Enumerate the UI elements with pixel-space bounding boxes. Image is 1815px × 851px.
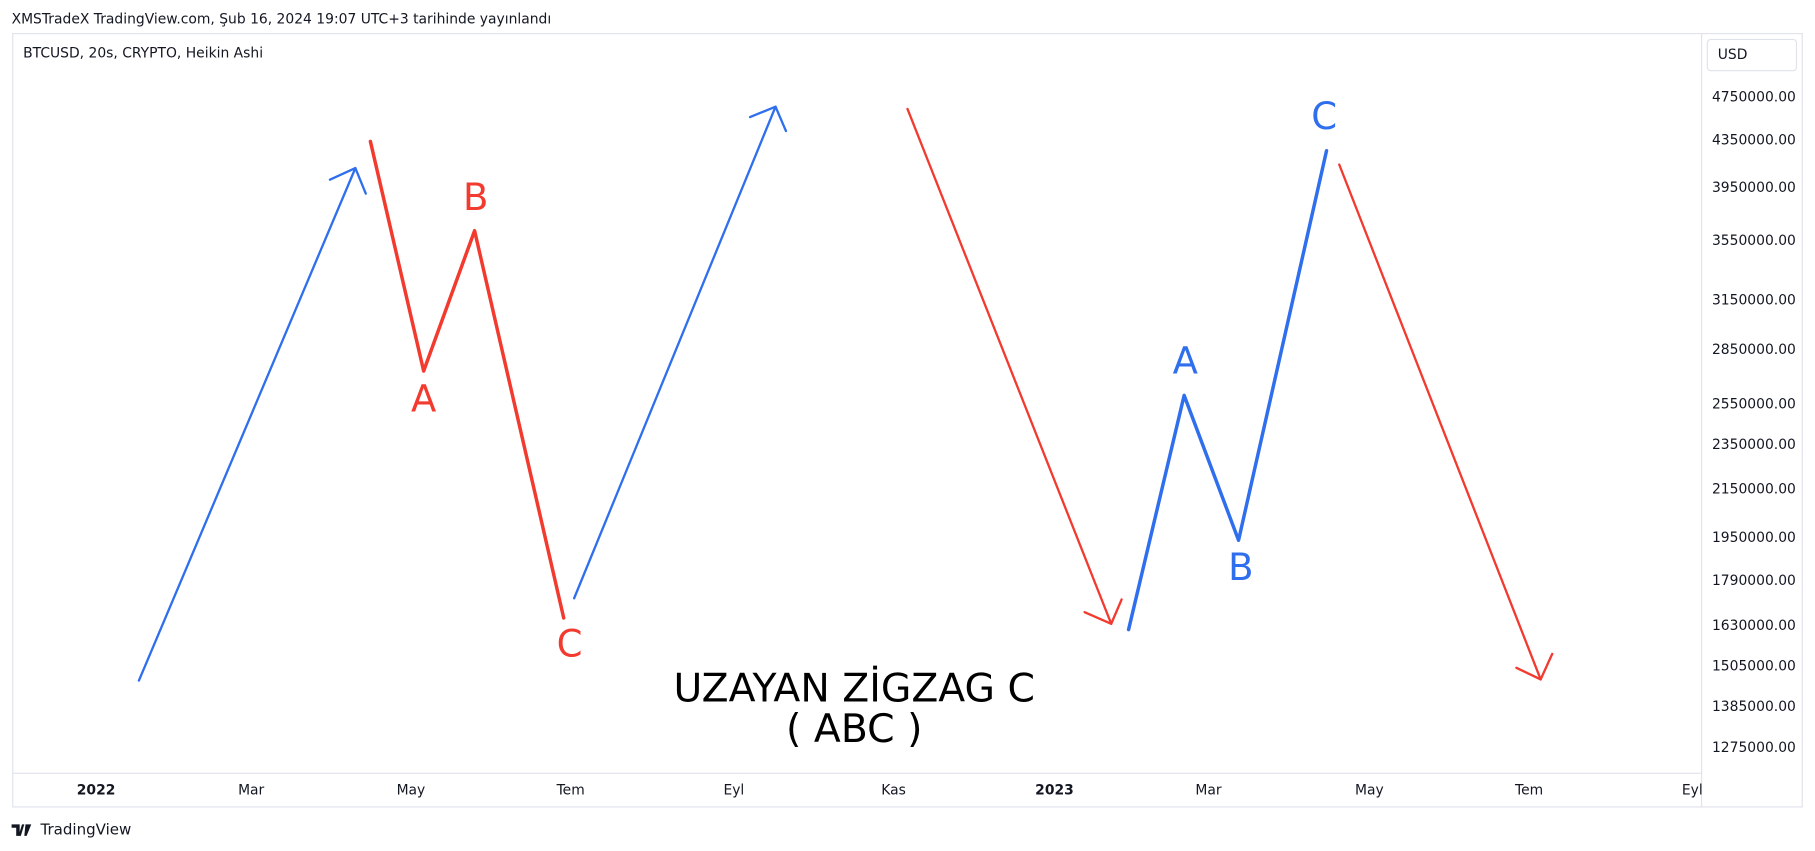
brand-icon — [11, 824, 32, 836]
time-label: Kas — [881, 783, 906, 799]
wave-label: B — [463, 176, 488, 219]
time-label: 2023 — [1035, 783, 1074, 799]
caption-line: UZAYAN ZİGZAG C — [674, 665, 1035, 711]
wave-label: A — [1173, 339, 1199, 382]
time-label: Tem — [556, 783, 585, 799]
publish-header: XMSTradeX TradingView.com, Şub 16, 2024 … — [12, 12, 552, 28]
arrow-head — [1083, 598, 1123, 625]
price-label: 1950000.00 — [1712, 530, 1796, 546]
price-label: 1790000.00 — [1712, 573, 1796, 589]
currency-button[interactable] — [1706, 38, 1798, 72]
price-label: 1630000.00 — [1712, 618, 1796, 634]
price-label: 1385000.00 — [1712, 699, 1796, 715]
price-label: 2550000.00 — [1712, 397, 1796, 413]
blue-zigzag — [1126, 148, 1329, 632]
drawings — [137, 105, 1554, 682]
blue-arrow — [572, 105, 777, 600]
wave-label: B — [1228, 546, 1253, 589]
brand-name: TradingView — [40, 821, 132, 839]
red-arrow — [906, 107, 1113, 625]
time-label: Mar — [238, 783, 264, 799]
chart-frame — [12, 33, 1803, 808]
arrow-head — [1515, 652, 1554, 681]
wave-label: C — [1311, 95, 1337, 138]
price-label: 1275000.00 — [1712, 740, 1796, 756]
red-arrow — [1338, 163, 1542, 681]
price-label: 2850000.00 — [1712, 342, 1796, 358]
time-label: 2022 — [77, 783, 116, 799]
price-label: 4350000.00 — [1712, 132, 1796, 148]
arrow-head — [328, 166, 367, 195]
time-label: Eyl — [1682, 783, 1703, 799]
price-label: 2150000.00 — [1712, 481, 1796, 497]
price-label: 4750000.00 — [1712, 89, 1796, 105]
caption-line: ( ABC ) — [786, 706, 922, 752]
wave-label: A — [411, 378, 437, 421]
price-label: 3950000.00 — [1712, 180, 1796, 196]
time-label: Mar — [1195, 783, 1221, 799]
price-label: 1505000.00 — [1712, 659, 1796, 675]
blue-arrow — [137, 166, 357, 682]
symbol-legend: BTCUSD, 20s, CRYPTO, Heikin Ashi — [23, 45, 263, 61]
red-zigzag — [368, 139, 566, 620]
price-label: 3550000.00 — [1712, 233, 1796, 249]
time-label: May — [397, 783, 426, 799]
time-label: May — [1355, 783, 1384, 799]
time-label: Tem — [1514, 783, 1543, 799]
currency-label: USD — [1718, 47, 1748, 63]
price-label: 3150000.00 — [1712, 292, 1796, 308]
wave-label: C — [557, 622, 583, 665]
time-label: Eyl — [723, 783, 744, 799]
price-label: 2350000.00 — [1712, 437, 1796, 453]
footer-logo — [11, 824, 32, 836]
arrow-head — [748, 105, 788, 133]
